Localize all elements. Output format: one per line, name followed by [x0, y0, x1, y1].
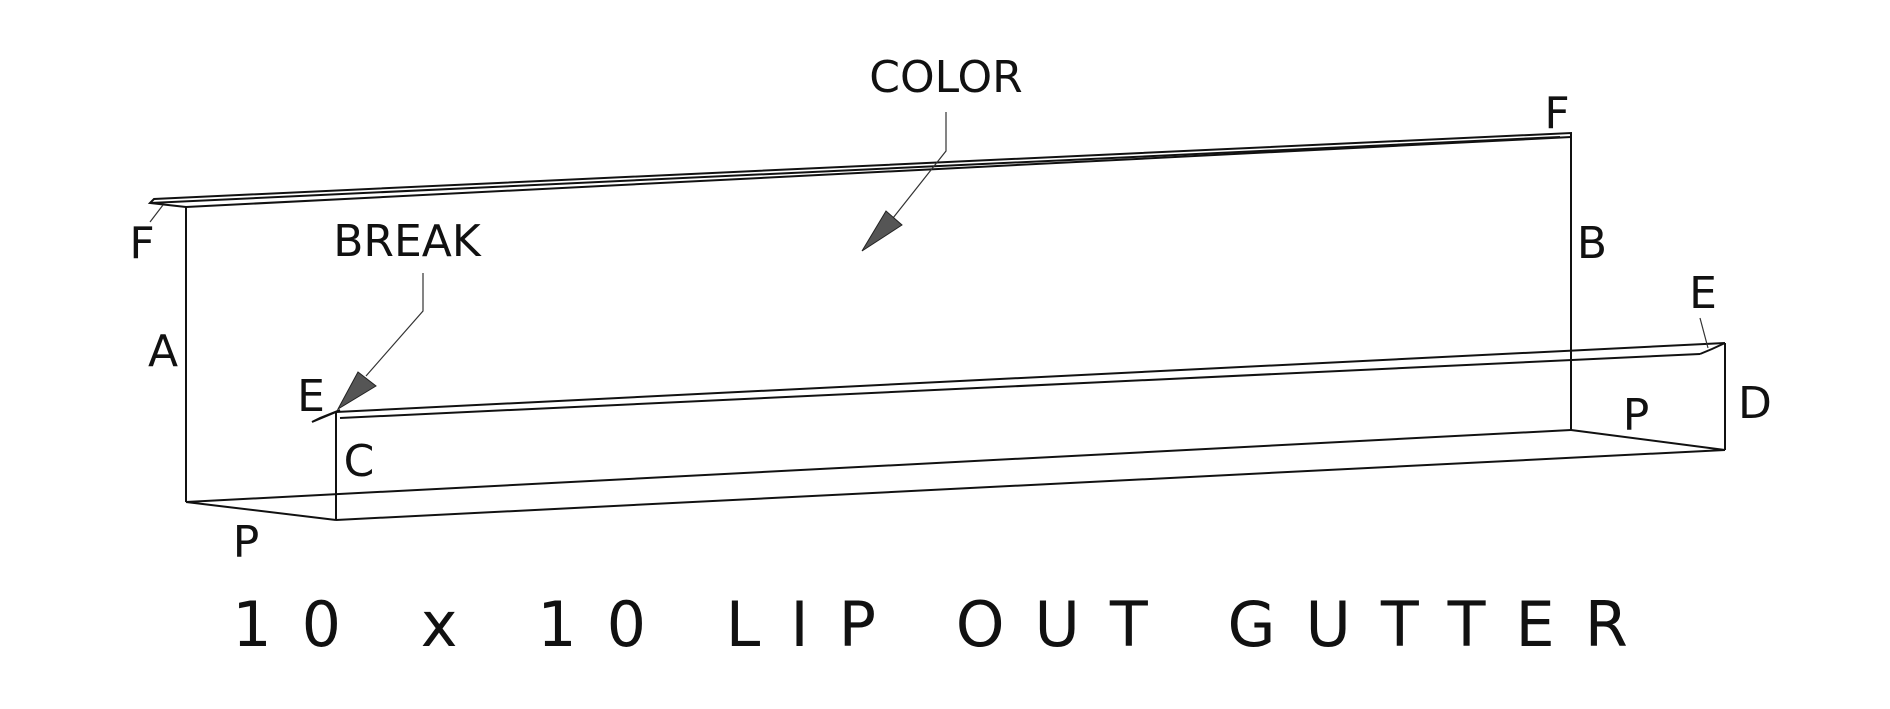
label-c: C: [344, 436, 375, 487]
front-lip-inner-edge: [339, 353, 1701, 419]
label-b: B: [1577, 218, 1607, 269]
break-leader-line: [365, 273, 424, 377]
top-flange-edge: [149, 136, 1561, 204]
break-callout: BREAK: [333, 216, 482, 411]
color-leader-line: [892, 112, 947, 219]
back-wall: [185, 136, 1572, 502]
label-p-right: P: [1623, 390, 1650, 441]
front-lip: [311, 342, 1726, 423]
bottom-front-edge: [335, 449, 1726, 521]
label-d: D: [1738, 378, 1772, 429]
dimension-labels: F F A B C D E E P P: [129, 88, 1772, 568]
label-f-left: F: [129, 218, 154, 269]
top-flange: [147, 131, 1572, 208]
top-flange-outline: [147, 131, 1572, 208]
bottom-right-edge: [1570, 429, 1726, 451]
front-wall: [335, 342, 1726, 520]
break-arrowhead: [336, 371, 377, 411]
drawing-title: 10 x 10 LIP OUT GUTTER: [232, 588, 1658, 661]
bottom-pan: [185, 429, 1726, 521]
front-lip-left: [311, 409, 341, 423]
color-arrowhead: [861, 210, 903, 252]
front-lip-right: [1699, 342, 1726, 355]
f-left-leader: [149, 204, 164, 223]
e-right-leader: [1699, 317, 1709, 349]
front-wall-top-edge: [335, 342, 1726, 413]
bottom-left-edge: [185, 501, 337, 521]
label-f-right: F: [1544, 88, 1569, 139]
back-wall-top-edge: [185, 136, 1572, 208]
break-label: BREAK: [333, 216, 482, 267]
label-e-left: E: [297, 371, 325, 422]
label-p-left: P: [233, 517, 260, 568]
bottom-back-edge: [185, 429, 1572, 503]
label-a: A: [148, 326, 178, 377]
color-label: COLOR: [869, 52, 1023, 103]
label-e-right: E: [1689, 268, 1717, 319]
color-callout: COLOR: [861, 52, 1023, 252]
